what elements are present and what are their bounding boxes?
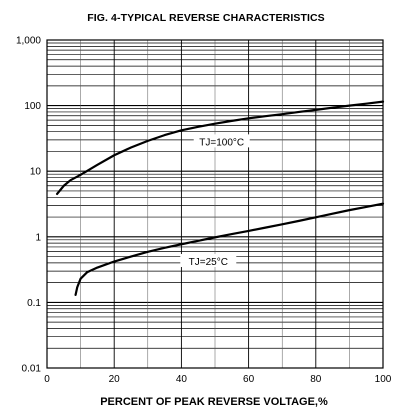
chart-title: FIG. 4-TYPICAL REVERSE CHARACTERISTICS xyxy=(87,12,325,24)
label-tj-100c: TJ=100°C xyxy=(199,137,244,148)
curves xyxy=(55,100,385,297)
y-tick-labels: 1,000 100 10 1 0.1 0.01 xyxy=(16,36,41,375)
series-label-bg xyxy=(193,134,250,148)
y-tick-label: 0.01 xyxy=(22,364,42,375)
y-tick-label: 1,000 xyxy=(16,36,41,47)
y-tick-label: 0.1 xyxy=(27,298,41,309)
series-label-bg xyxy=(180,254,237,268)
x-tick-label: 20 xyxy=(109,374,121,385)
x-tick-labels: 0 20 40 60 80 100 xyxy=(44,374,392,385)
curve-tj-25c xyxy=(74,202,385,297)
curve-tj-100c xyxy=(55,100,385,196)
plot-frame xyxy=(46,39,384,369)
series-labels: TJ=100°C TJ=25°C xyxy=(180,134,250,268)
y-tick-label: 100 xyxy=(24,101,41,112)
x-tick-label: 100 xyxy=(375,374,392,385)
x-tick-label: 60 xyxy=(243,374,255,385)
y-tick-label: 10 xyxy=(30,167,42,178)
y-tick-label: 1 xyxy=(35,232,41,243)
x-tick-label: 0 xyxy=(44,374,50,385)
x-axis-label: PERCENT OF PEAK REVERSE VOLTAGE,% xyxy=(100,396,328,408)
x-tick-label: 40 xyxy=(176,374,188,385)
x-tick-label: 80 xyxy=(310,374,322,385)
label-tj-25c: TJ=25°C xyxy=(189,257,228,268)
